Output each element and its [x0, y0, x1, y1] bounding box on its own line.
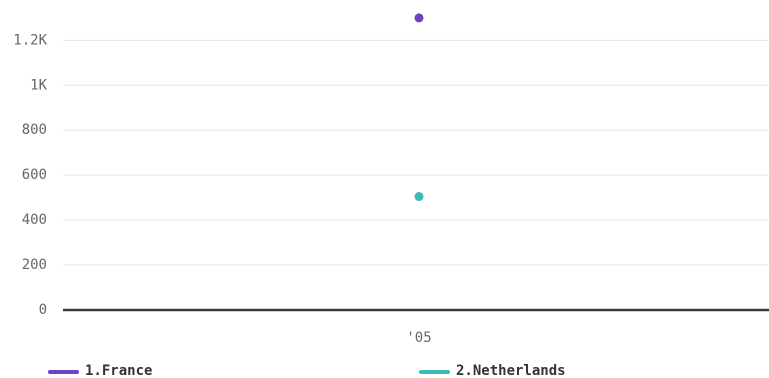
data-point-series-1-0[interactable] — [414, 192, 424, 202]
y-tick-label-4: 800 — [22, 122, 47, 138]
legend-label-0[interactable]: 1.France — [85, 363, 152, 378]
y-axis-ticks: 0 200 400 600 800 1K 1.2K — [13, 32, 47, 318]
data-point-series-0-0[interactable] — [414, 13, 424, 23]
legend-label-1[interactable]: 2.Netherlands — [456, 363, 566, 378]
y-tick-label-0: 0 — [39, 302, 47, 318]
y-tick-label-3: 600 — [22, 167, 47, 183]
y-tick-label-5: 1K — [30, 77, 47, 93]
grid-lines — [63, 39, 769, 266]
y-tick-label-6: 1.2K — [13, 32, 47, 48]
data-points — [414, 13, 424, 202]
x-tick-label-0: '05 — [406, 330, 431, 346]
y-tick-label-2: 400 — [22, 212, 47, 228]
y-tick-label-1: 200 — [22, 257, 47, 273]
legend: 1.France 2.Netherlands — [48, 363, 566, 378]
x-axis-ticks: '05 — [406, 330, 431, 346]
